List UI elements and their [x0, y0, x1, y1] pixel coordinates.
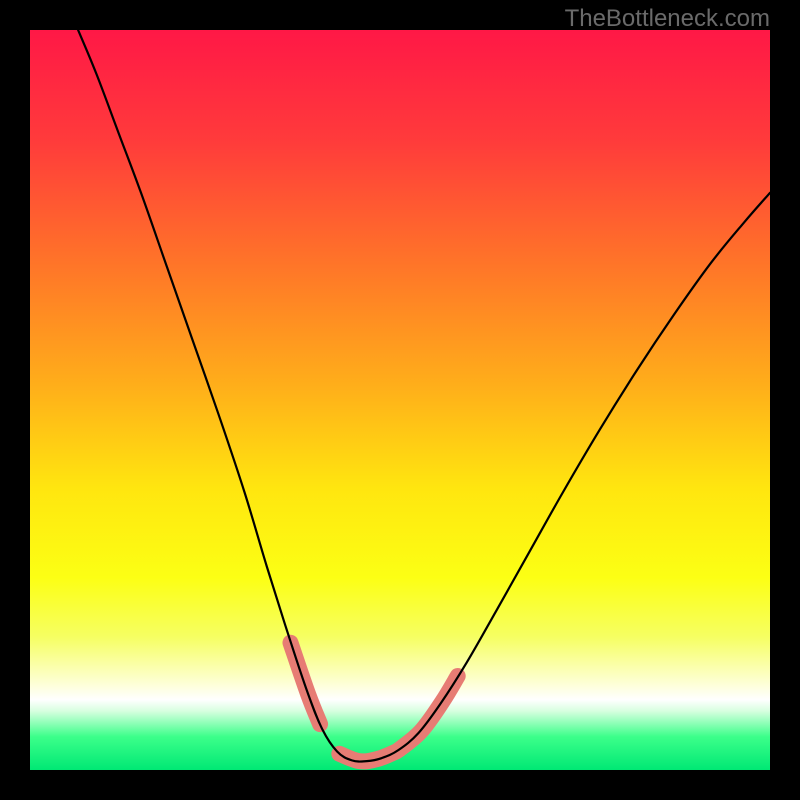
plot-area: [30, 30, 770, 770]
bottleneck-chart: TheBottleneck.com: [0, 0, 800, 800]
watermark-text: TheBottleneck.com: [565, 5, 770, 32]
